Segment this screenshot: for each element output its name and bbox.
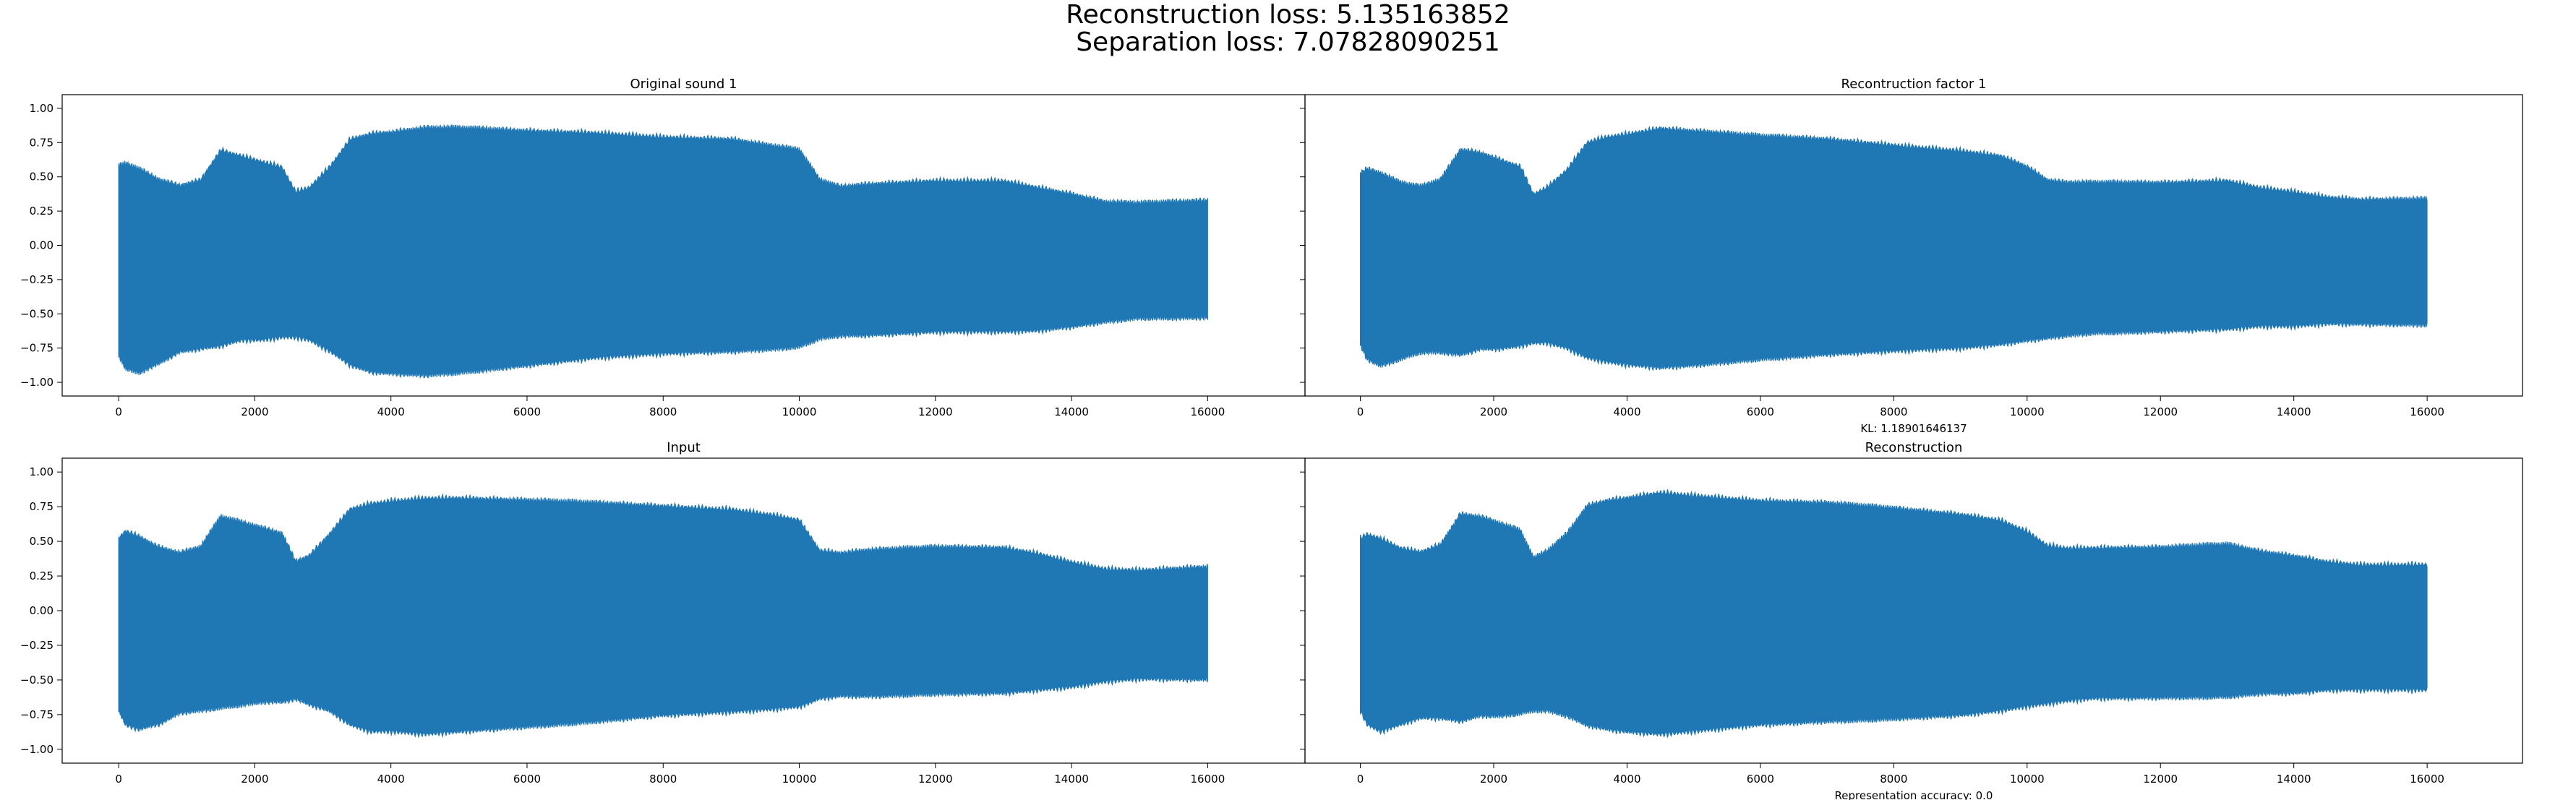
x-tick-label: 4000: [377, 773, 405, 786]
x-tick-label: 12000: [2143, 405, 2178, 418]
figure-suptitle: Reconstruction loss: 5.135163852 Separat…: [0, 1, 2576, 56]
waveform-series-1: [118, 124, 1208, 379]
subplot-3: 0 2000 4000 6000 8000 10000 12000 14000 16000 −1.…: [20, 440, 1306, 786]
x-tick-label: 10000: [2010, 405, 2045, 418]
x-tick-label: 2000: [241, 773, 268, 786]
y-tick-label: −0.25: [20, 273, 54, 286]
x-tick-label: 12000: [918, 405, 953, 418]
x-tick-label: 0: [1357, 405, 1364, 418]
reconstruction-loss-label: Reconstruction loss: 5.135163852: [1066, 0, 1510, 30]
x-tick-label: 14000: [2277, 405, 2311, 418]
subplot-title-1: Original sound 1: [630, 77, 737, 92]
x-tick-label: 0: [115, 773, 122, 786]
y-tick-label: −0.25: [20, 639, 54, 652]
subplot-title-2: Recontruction factor 1: [1841, 77, 1987, 92]
y-tick-label: 0.00: [30, 239, 54, 252]
y-tick-label: −1.00: [20, 376, 54, 389]
x-axis-label-4: Representation accuracy: 0.0: [1835, 789, 1993, 800]
x-tick-label: 16000: [1191, 773, 1225, 786]
y-tick-label: 0.50: [30, 535, 54, 548]
x-tick-label: 12000: [2143, 773, 2178, 786]
x-tick-label: 8000: [649, 405, 677, 418]
x-axis-label-2: KL: 1.18901646137: [1860, 422, 1967, 435]
x-tick-label: 6000: [513, 773, 541, 786]
x-tick-label: 6000: [1747, 405, 1774, 418]
waveform-series-2: [1360, 125, 2428, 371]
x-tick-label: 8000: [1880, 405, 1907, 418]
y-tick-label: −0.75: [20, 708, 54, 721]
x-tick-label: 0: [115, 405, 122, 418]
subplot-1: 0 2000 4000 6000 8000 10000 12000 14000 16000 −1.…: [20, 77, 1306, 418]
x-tick-label: 6000: [1747, 773, 1774, 786]
x-tick-label: 14000: [1054, 773, 1089, 786]
waveform-series-4: [1360, 489, 2428, 738]
x-tick-label: 0: [1357, 773, 1364, 786]
x-tick-label: 4000: [1613, 773, 1640, 786]
y-tick-label: 0.75: [30, 500, 54, 513]
subplot-title-4: Reconstruction: [1865, 440, 1963, 455]
y-tick-label: −1.00: [20, 743, 54, 756]
x-tick-label: 16000: [1191, 405, 1225, 418]
x-tick-label: 10000: [2010, 773, 2045, 786]
waveform-series-3: [118, 493, 1208, 739]
x-tick-label: 16000: [2410, 773, 2444, 786]
x-tick-label: 8000: [1880, 773, 1907, 786]
y-tick-label: 0.75: [30, 136, 54, 149]
y-tick-label: 0.50: [30, 171, 54, 184]
subplot-4: 0 2000 4000 6000 8000 10000 12000 14000 16000 Rec…: [1300, 440, 2523, 800]
y-tick-label: −0.50: [20, 674, 54, 687]
separation-loss-label: Separation loss: 7.07828090251: [1076, 27, 1500, 57]
x-tick-label: 2000: [1480, 405, 1507, 418]
x-tick-label: 10000: [782, 405, 817, 418]
x-tick-label: 14000: [1054, 405, 1089, 418]
y-tick-label: 1.00: [30, 102, 54, 115]
y-tick-label: −0.75: [20, 342, 54, 355]
y-tick-label: 0.25: [30, 569, 54, 582]
y-tick-label: 1.00: [30, 465, 54, 478]
subplot-title-3: Input: [667, 440, 701, 455]
x-tick-label: 4000: [1613, 405, 1640, 418]
x-tick-label: 14000: [2277, 773, 2311, 786]
y-tick-label: 0.00: [30, 604, 54, 617]
y-tick-label: −0.50: [20, 307, 54, 320]
x-tick-label: 2000: [241, 405, 268, 418]
x-tick-label: 16000: [2410, 405, 2444, 418]
x-tick-label: 2000: [1480, 773, 1507, 786]
y-tick-label: 0.25: [30, 205, 54, 218]
x-tick-label: 12000: [918, 773, 953, 786]
subplot-2: 0 2000 4000 6000 8000 10000 12000 14000 16000 Rec…: [1300, 77, 2523, 435]
x-tick-label: 8000: [649, 773, 677, 786]
x-tick-label: 4000: [377, 405, 405, 418]
x-tick-label: 10000: [782, 773, 817, 786]
x-tick-label: 6000: [513, 405, 541, 418]
